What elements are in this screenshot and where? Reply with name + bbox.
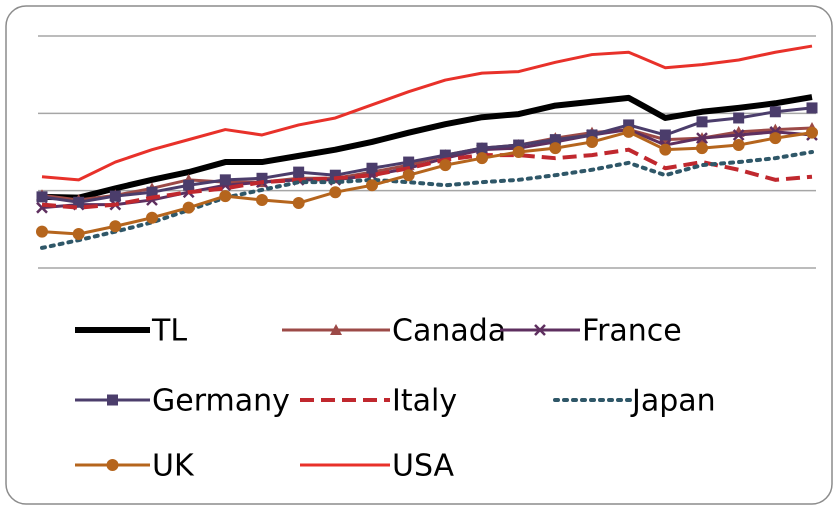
marker: [73, 196, 85, 208]
marker: [146, 186, 158, 198]
marker: [72, 227, 85, 240]
series: [36, 125, 818, 240]
legend-item: Canada: [282, 314, 506, 349]
marker: [476, 142, 488, 154]
legend-label: UK: [152, 449, 195, 484]
marker: [769, 106, 781, 118]
marker: [696, 132, 708, 144]
marker: [439, 159, 452, 172]
marker: [330, 324, 342, 335]
marker: [806, 102, 818, 114]
legend-item: UK: [75, 449, 195, 484]
marker: [586, 135, 598, 148]
marker: [622, 125, 635, 138]
legend-item: Germany: [75, 384, 290, 419]
legend-label: Japan: [630, 384, 716, 419]
marker: [534, 324, 546, 336]
marker: [549, 134, 561, 146]
marker: [732, 129, 745, 141]
marker: [183, 179, 195, 191]
marker: [146, 211, 158, 224]
marker: [329, 169, 341, 181]
marker: [659, 143, 672, 156]
marker: [293, 166, 305, 178]
series: [36, 102, 818, 208]
marker: [36, 191, 48, 203]
marker: [109, 190, 121, 202]
marker: [403, 156, 415, 168]
marker: [696, 116, 708, 128]
marker: [182, 201, 195, 214]
marker: [109, 220, 122, 233]
marker: [36, 225, 48, 238]
marker: [292, 197, 305, 210]
marker: [219, 174, 231, 186]
legend-item: France: [500, 314, 682, 349]
series-line: [41, 147, 813, 210]
series: [41, 94, 813, 201]
series: [41, 147, 813, 210]
legend-label: France: [582, 314, 682, 349]
marker: [512, 146, 525, 158]
legend-label: TL: [151, 314, 187, 349]
marker: [329, 186, 342, 199]
series-line: [41, 106, 813, 204]
marker: [256, 172, 268, 184]
marker: [439, 149, 451, 161]
marker: [107, 394, 118, 406]
marker: [256, 193, 268, 206]
marker: [659, 129, 671, 141]
marker: [623, 119, 635, 131]
marker: [769, 132, 782, 145]
marker: [806, 126, 818, 139]
legend-label: USA: [392, 449, 455, 484]
series-line: [41, 94, 813, 201]
marker: [513, 139, 525, 151]
marker: [733, 112, 745, 124]
marker: [732, 139, 745, 152]
chart-frame: [5, 5, 833, 505]
legend-item: Italy: [300, 384, 457, 419]
series: [41, 44, 813, 182]
marker: [366, 162, 378, 174]
legend-label: Italy: [392, 384, 457, 419]
marker: [106, 459, 119, 471]
series-line: [41, 130, 813, 236]
legend-item: Japan: [553, 384, 716, 419]
legend-item: TL: [75, 314, 187, 349]
marker: [696, 142, 708, 155]
marker: [549, 142, 562, 155]
legend-label: Canada: [392, 314, 506, 349]
marker: [219, 190, 232, 203]
marker: [366, 179, 378, 192]
legend-label: Germany: [152, 384, 290, 419]
legend-item: USA: [300, 449, 455, 484]
marker: [476, 152, 488, 165]
marker: [586, 129, 598, 141]
marker: [402, 169, 415, 182]
series-line: [41, 126, 813, 202]
series-line: [41, 44, 813, 182]
